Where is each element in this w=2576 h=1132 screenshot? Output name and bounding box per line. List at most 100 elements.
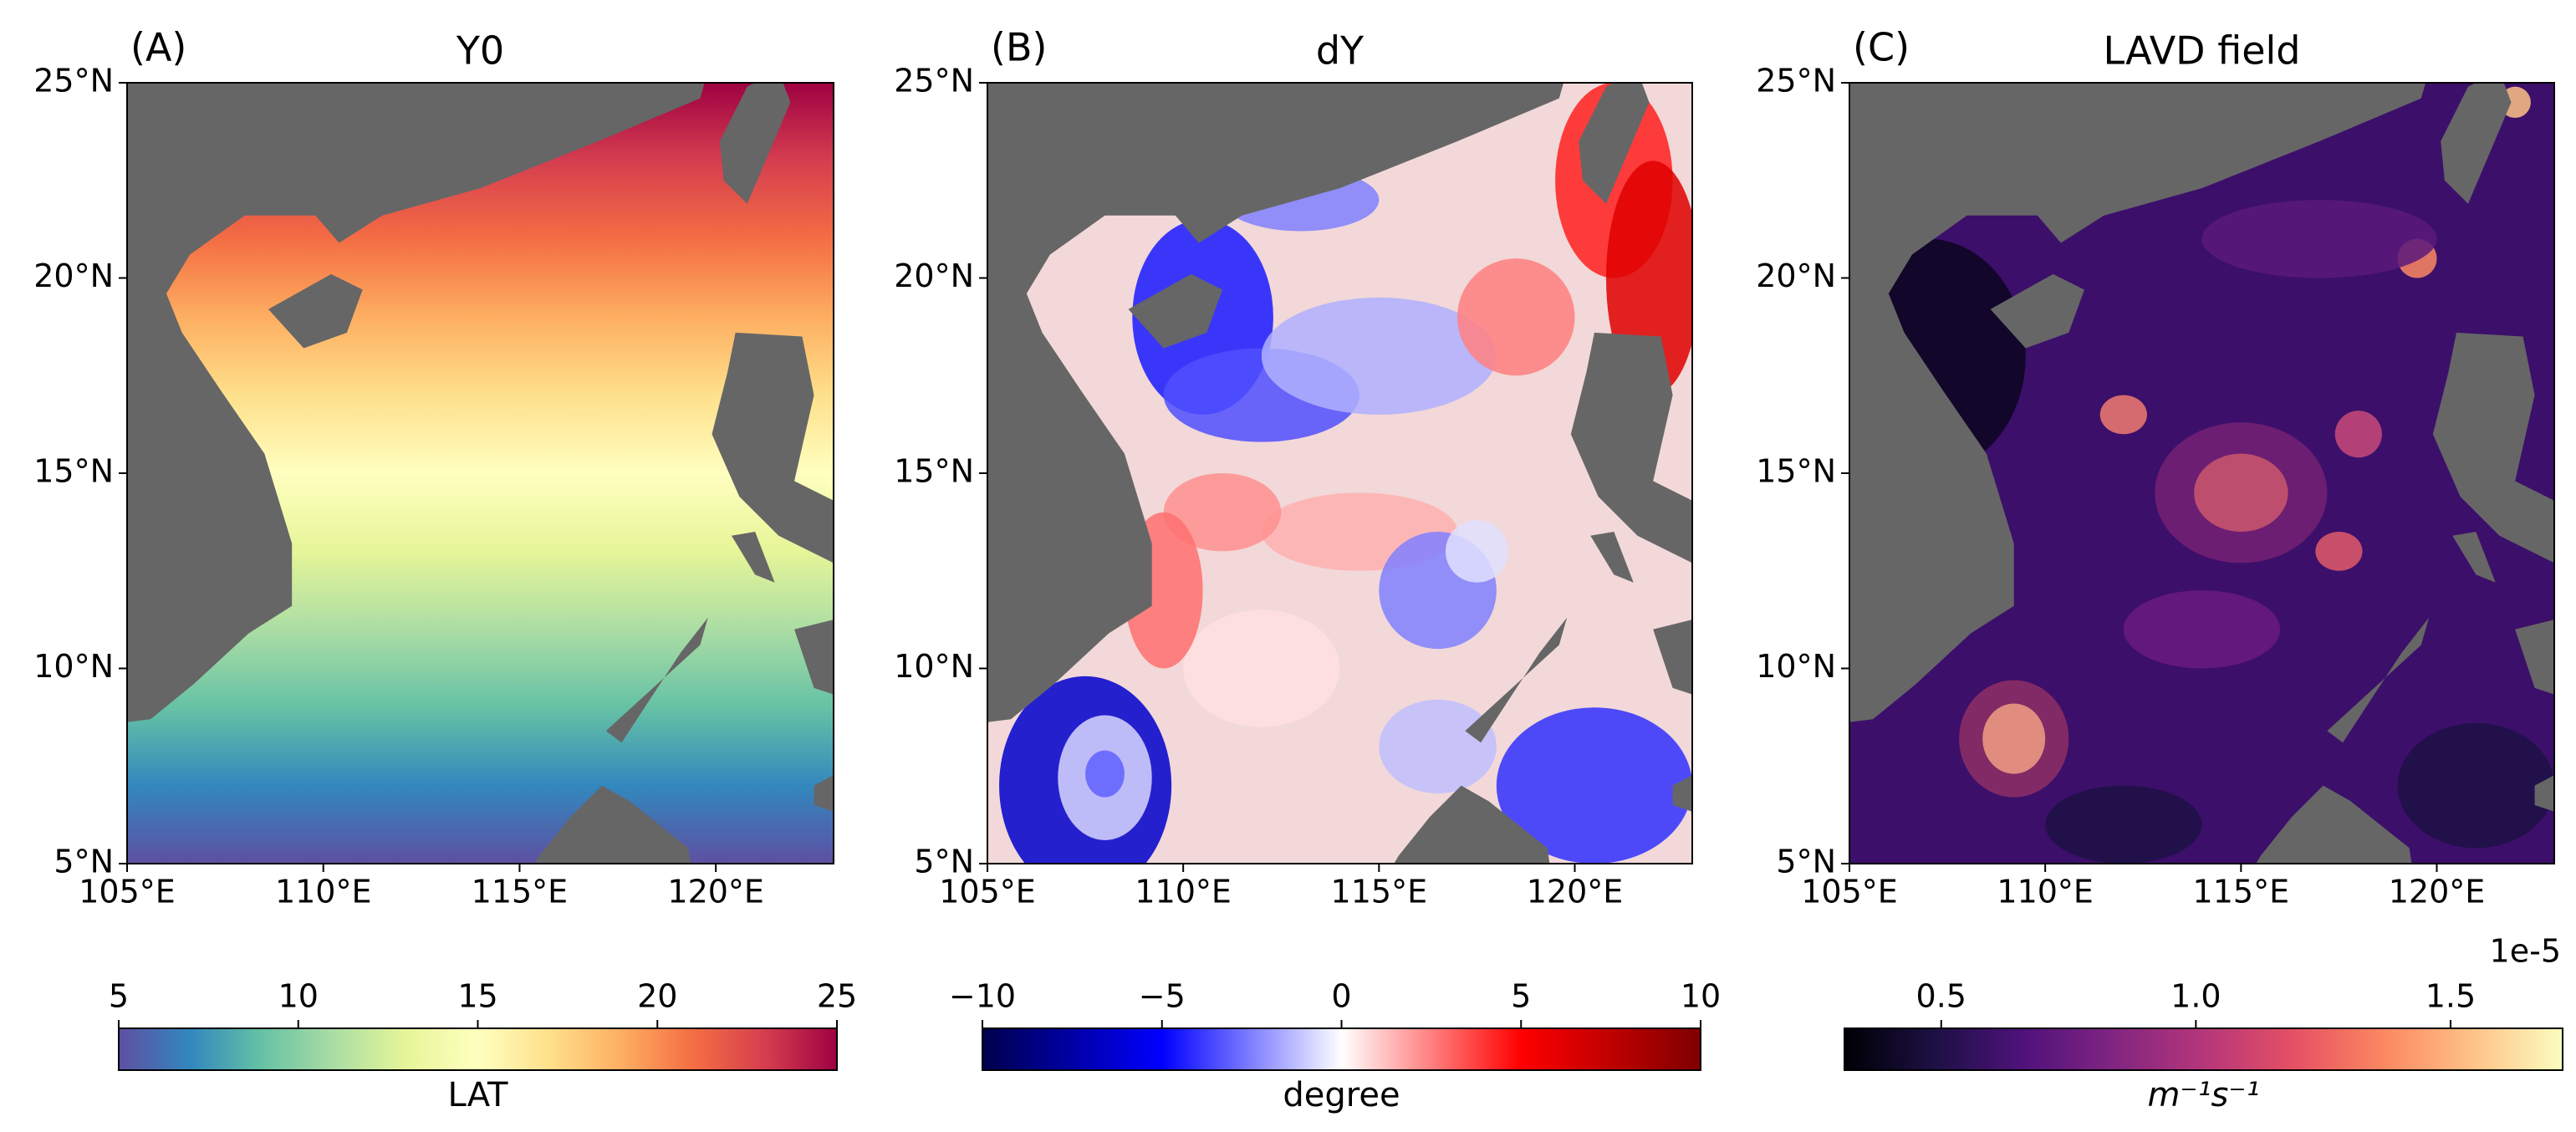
colorbar xyxy=(982,1027,1701,1071)
eddy xyxy=(1183,609,1340,727)
land xyxy=(1579,83,1650,204)
colorbar xyxy=(118,1027,838,1071)
y-tick-label: 25°N xyxy=(894,63,974,99)
panel-title: Y0 xyxy=(456,28,504,74)
colorbar-tick-label: 25 xyxy=(817,978,857,1015)
colorbar-tick-label: 1.0 xyxy=(2170,978,2221,1015)
land xyxy=(731,532,775,583)
land xyxy=(987,83,1564,722)
x-tick-label: 110°E xyxy=(275,874,372,910)
panel-title: dY xyxy=(1316,28,1365,74)
colorbar-tick-label: 5 xyxy=(1511,978,1531,1015)
eddy xyxy=(1457,258,1575,376)
land xyxy=(534,785,691,864)
land xyxy=(2432,332,2554,563)
colorbar-tick-label: −5 xyxy=(1139,978,1186,1015)
land xyxy=(1465,617,1568,743)
y-tick-label: 25°N xyxy=(1756,63,1836,99)
land xyxy=(605,617,708,743)
eddy xyxy=(2397,722,2554,849)
colorbar-tick-label: 0.5 xyxy=(1916,978,1966,1015)
y-tick-label: 10°N xyxy=(33,648,114,685)
eddy xyxy=(2123,590,2281,669)
x-tick-label: 115°E xyxy=(1331,874,1428,910)
y-tick-label: 25°N xyxy=(33,63,114,99)
x-tick-label: 120°E xyxy=(667,874,764,910)
land xyxy=(1570,332,1692,563)
eddy xyxy=(2201,200,2437,278)
x-tick-label: 120°E xyxy=(2389,874,2486,910)
land xyxy=(794,620,834,695)
x-tick-label: 110°E xyxy=(1997,874,2094,910)
land xyxy=(719,83,791,204)
land xyxy=(2515,620,2554,695)
colorbar-tick-label: −10 xyxy=(949,978,1016,1015)
panel-label: (B) xyxy=(991,25,1047,70)
eddy xyxy=(1982,703,2046,774)
x-tick-label: 105°E xyxy=(939,874,1036,910)
land xyxy=(1990,273,2084,349)
map-field xyxy=(1849,83,2554,864)
eddy xyxy=(1261,297,1497,415)
land xyxy=(2452,532,2496,583)
x-tick-label: 110°E xyxy=(1135,874,1232,910)
eddy xyxy=(1496,707,1692,864)
colorbar-label: m⁻¹s⁻¹ xyxy=(2147,1076,2259,1114)
eddy xyxy=(2099,395,2147,435)
y-tick-label: 10°N xyxy=(1756,648,1836,685)
y-tick-label: 20°N xyxy=(1756,258,1836,294)
land xyxy=(2327,617,2430,743)
eddy xyxy=(2155,422,2328,563)
land xyxy=(2256,785,2412,864)
panel: 105°E 110°E 115°E 120°E 5°N 10°N 15°N 20°N 25°N Y… xyxy=(33,25,857,1115)
panel-title: LAVD field xyxy=(2104,28,2301,74)
colorbar-offset: 1e-5 xyxy=(2490,933,2561,970)
colorbar-tick-label: 10 xyxy=(278,978,319,1015)
panel: 105°E 110°E 115°E 120°E 5°N 10°N 15°N 20°N 25°N L… xyxy=(1756,25,2563,1114)
colorbar-label: degree xyxy=(1283,1076,1400,1114)
y-tick-label: 15°N xyxy=(1756,453,1836,490)
land xyxy=(1672,775,1692,812)
y-tick-label: 5°N xyxy=(1776,844,1836,880)
eddy xyxy=(2315,532,2363,571)
colorbar-tick-label: 0 xyxy=(1331,978,1351,1015)
eddy xyxy=(1379,699,1497,793)
x-tick-label: 115°E xyxy=(472,874,569,910)
y-tick-label: 5°N xyxy=(914,844,974,880)
y-tick-label: 15°N xyxy=(33,453,114,490)
eddy xyxy=(2194,453,2288,533)
land xyxy=(712,332,834,563)
colorbar-tick-label: 5 xyxy=(109,978,129,1015)
land xyxy=(1849,83,2426,722)
eddy xyxy=(1445,520,1508,583)
land xyxy=(2534,775,2554,812)
colorbar-tick-label: 10 xyxy=(1681,978,1721,1015)
eddy xyxy=(2334,410,2382,458)
y-tick-label: 10°N xyxy=(894,648,974,685)
colorbar xyxy=(1844,1027,2563,1071)
y-tick-label: 15°N xyxy=(894,453,974,490)
x-tick-label: 105°E xyxy=(79,874,176,910)
land xyxy=(1394,785,1550,864)
map-field xyxy=(987,83,1692,864)
eddy xyxy=(2045,785,2202,864)
land xyxy=(1653,620,1692,695)
panel: 105°E 110°E 115°E 120°E 5°N 10°N 15°N 20°N 25°N d… xyxy=(894,25,1721,1115)
eddy xyxy=(1959,680,2069,798)
panel-label: (C) xyxy=(1853,25,1910,70)
eddy xyxy=(1163,473,1282,552)
y-tick-label: 5°N xyxy=(54,844,114,880)
land xyxy=(127,83,705,722)
land xyxy=(1128,273,1222,349)
x-tick-label: 120°E xyxy=(1527,874,1624,910)
x-tick-label: 115°E xyxy=(2193,874,2290,910)
colorbar-label: LAT xyxy=(448,1076,508,1114)
land xyxy=(268,273,363,349)
colorbar-tick-label: 15 xyxy=(457,978,497,1015)
map-field xyxy=(127,83,834,864)
land xyxy=(814,775,834,812)
x-tick-label: 105°E xyxy=(1801,874,1898,910)
land xyxy=(1590,532,1634,583)
panel-label: (A) xyxy=(130,25,186,70)
